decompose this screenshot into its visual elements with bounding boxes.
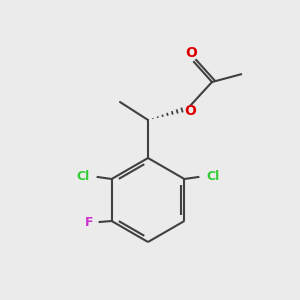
Text: F: F: [85, 215, 94, 229]
Text: Cl: Cl: [76, 170, 90, 184]
Text: O: O: [185, 46, 197, 60]
Text: Cl: Cl: [206, 170, 220, 184]
Text: O: O: [184, 104, 196, 118]
